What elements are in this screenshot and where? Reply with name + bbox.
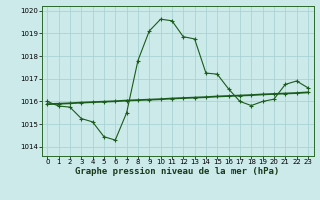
X-axis label: Graphe pression niveau de la mer (hPa): Graphe pression niveau de la mer (hPa) [76, 167, 280, 176]
